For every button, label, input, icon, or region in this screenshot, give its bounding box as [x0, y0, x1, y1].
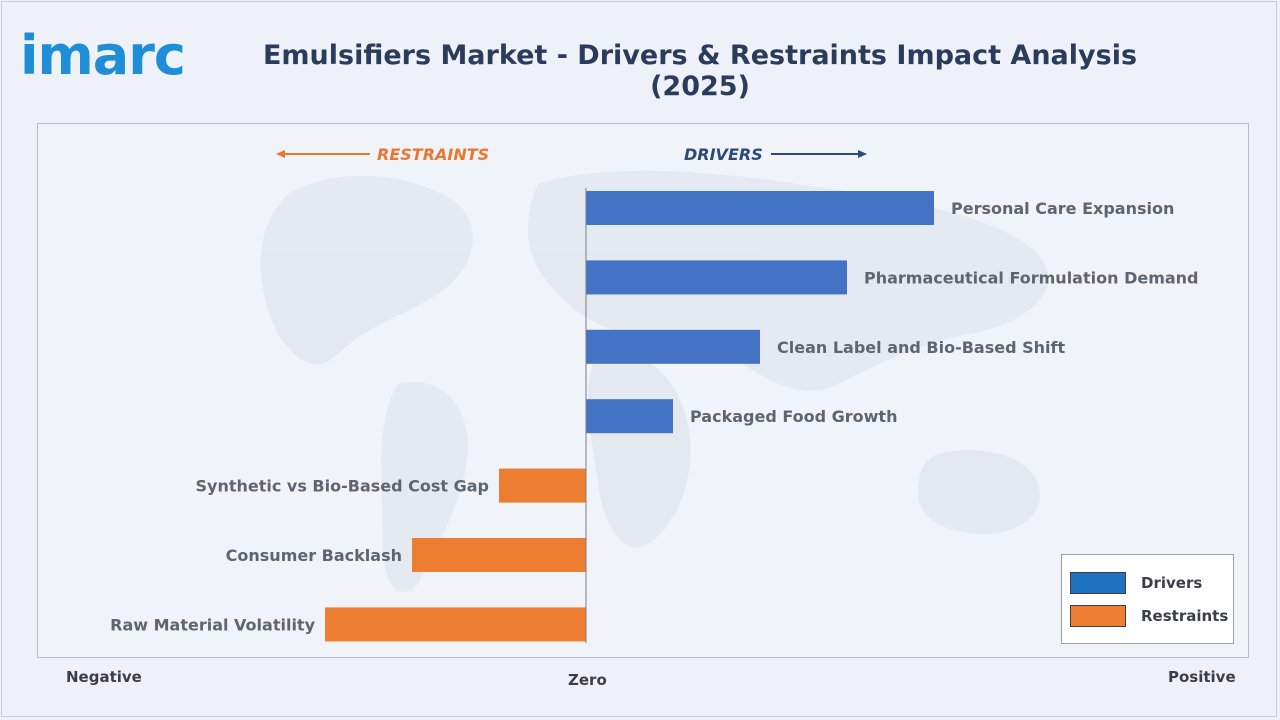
bar-driver: [586, 191, 934, 225]
restraints-label: RESTRAINTS: [377, 145, 489, 164]
bar-label: Synthetic vs Bio-Based Cost Gap: [195, 477, 489, 496]
bar-driver: [586, 399, 673, 434]
bar-restraint: [499, 468, 586, 503]
bar-label: Personal Care Expansion: [951, 199, 1174, 218]
legend-swatch-drivers: [1070, 572, 1126, 594]
legend-item-restraints: Restraints: [1070, 604, 1228, 628]
restraints-arrow-head: [276, 150, 285, 158]
bar-label: Packaged Food Growth: [690, 407, 897, 426]
drivers-label: DRIVERS: [684, 145, 763, 164]
legend-swatch-restraints: [1070, 605, 1126, 627]
chart-svg: Personal Care Expansion Pharmaceutical Fo…: [110, 145, 1199, 643]
bar-label: Pharmaceutical Formulation Demand: [864, 268, 1199, 287]
legend-label-drivers: Drivers: [1141, 574, 1203, 592]
bars-layer: Personal Care Expansion Pharmaceutical Fo…: [110, 191, 1199, 642]
bar-label: Consumer Backlash: [226, 546, 402, 565]
axis-label-positive: Positive: [1168, 668, 1236, 686]
bar-restraint: [412, 538, 586, 572]
legend-label-restraints: Restraints: [1141, 607, 1229, 625]
bar-driver: [586, 260, 847, 295]
drivers-direction: DRIVERS: [684, 145, 867, 164]
bar-label: Raw Material Volatility: [110, 615, 315, 634]
bar-restraint: [325, 607, 586, 642]
axis-label-negative: Negative: [66, 668, 142, 686]
legend-item-drivers: Drivers: [1070, 571, 1202, 595]
drivers-arrow-head: [858, 150, 867, 158]
plot-area: Personal Care Expansion Pharmaceutical Fo…: [37, 123, 1249, 658]
world-map-watermark: [260, 170, 1049, 592]
imarc-logo: imarc: [20, 22, 205, 87]
bar-label: Clean Label and Bio-Based Shift: [777, 338, 1065, 357]
restraints-direction: RESTRAINTS: [276, 145, 489, 164]
logo-svg: imarc: [20, 24, 186, 87]
chart-title: Emulsifiers Market - Drivers & Restraint…: [262, 40, 1138, 102]
axis-label-zero: Zero: [568, 671, 607, 689]
logo-text: imarc: [20, 24, 185, 82]
bar-driver: [586, 329, 760, 364]
legend: Drivers Restraints: [1061, 554, 1234, 644]
